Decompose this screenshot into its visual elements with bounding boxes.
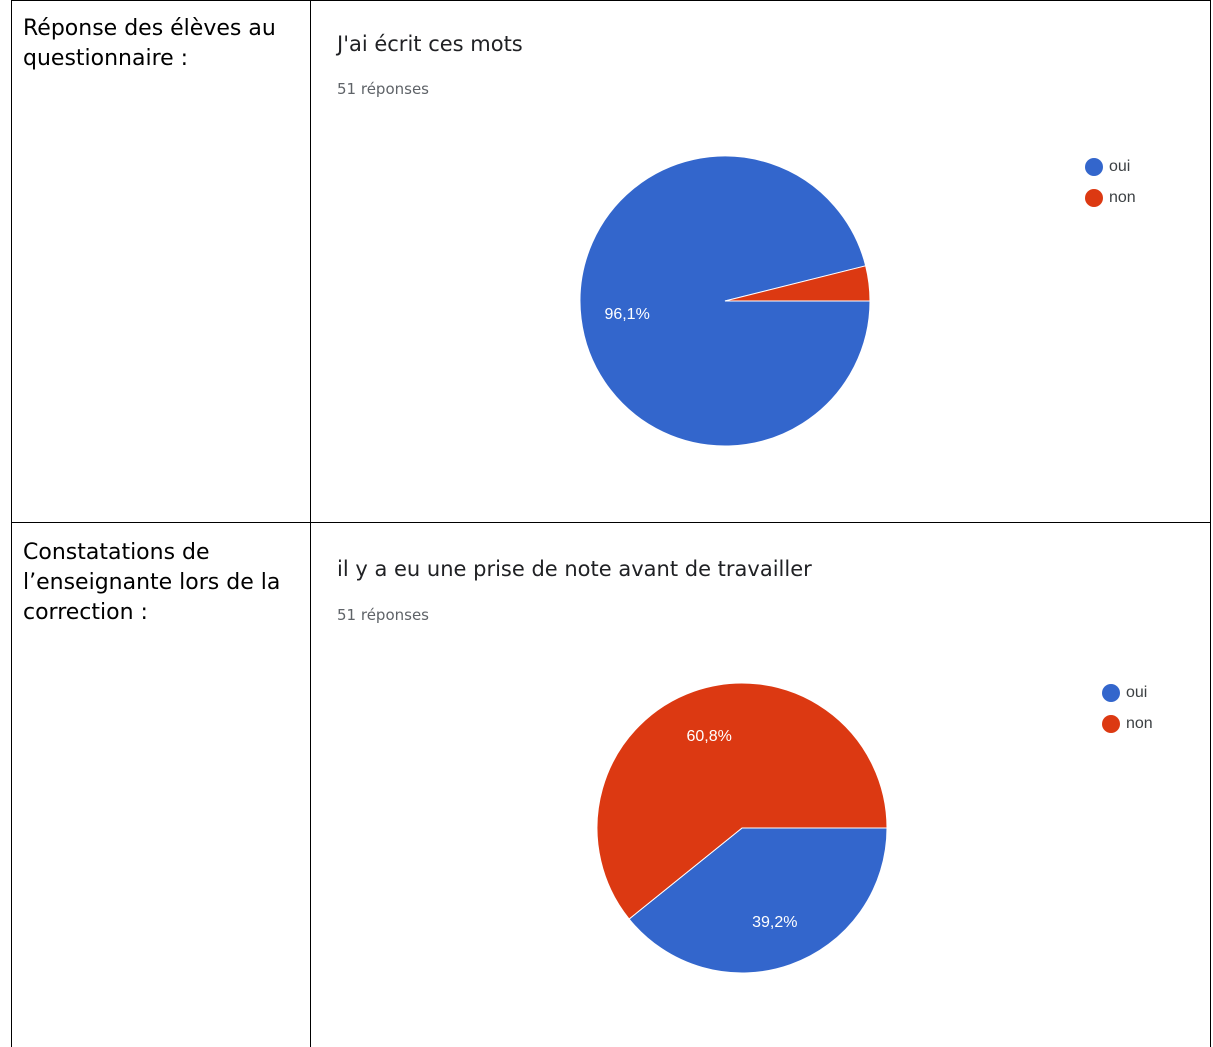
pie-slice-oui[interactable] xyxy=(628,827,888,974)
chart-response-count-2: 51 réponses xyxy=(337,606,429,624)
chart-legend-1: oui non xyxy=(1085,151,1136,213)
chart-response-count-1: 51 réponses xyxy=(337,80,429,98)
row-label-questionnaire: Réponse des élèves au questionnaire : xyxy=(23,16,276,71)
legend-swatch-non xyxy=(1102,714,1120,733)
results-table: Réponse des élèves au questionnaire : Co… xyxy=(11,0,1211,1047)
table-row-divider xyxy=(11,522,1211,523)
legend-item-non[interactable]: non xyxy=(1102,708,1153,739)
slice-label-oui: 96,1% xyxy=(604,306,649,323)
legend-item-non[interactable]: non xyxy=(1085,182,1136,213)
legend-item-oui[interactable]: oui xyxy=(1085,151,1136,182)
legend-swatch-oui xyxy=(1085,157,1103,176)
legend-label-oui: oui xyxy=(1109,157,1131,175)
pie-slice-non[interactable] xyxy=(724,265,871,302)
pie-chart-1: 96,1% xyxy=(579,155,871,447)
legend-label-non: non xyxy=(1126,714,1153,732)
pie-slice-non[interactable] xyxy=(596,682,888,920)
table-column-divider xyxy=(310,0,311,1047)
chart-title-2: il y a eu une prise de note avant de tra… xyxy=(337,557,812,581)
table-border-top xyxy=(11,0,1211,1)
pie-chart-2: 39,2% 60,8% xyxy=(596,682,888,974)
slice-label-oui: 39,2% xyxy=(752,914,797,931)
legend-swatch-non xyxy=(1085,188,1103,207)
legend-item-oui[interactable]: oui xyxy=(1102,677,1153,708)
slice-label-non: 60,8% xyxy=(686,728,731,745)
chart-legend-2: oui non xyxy=(1102,677,1153,739)
chart-title-1: J'ai écrit ces mots xyxy=(337,32,523,56)
row-label-correction: Constatations de l’enseignante lors de l… xyxy=(23,540,281,625)
legend-label-oui: oui xyxy=(1126,683,1148,701)
table-border-left xyxy=(11,0,12,1047)
legend-label-non: non xyxy=(1109,188,1136,206)
table-border-right xyxy=(1210,0,1211,1047)
legend-swatch-oui xyxy=(1102,683,1120,702)
